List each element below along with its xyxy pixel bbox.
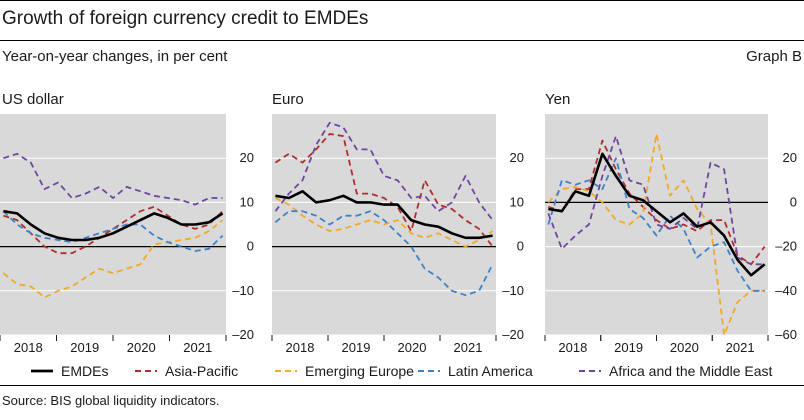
source-rule (0, 385, 804, 386)
y-tick-label: 10 (510, 194, 524, 209)
series-line-emerging-europe (2, 219, 224, 299)
series-line-latin-america (274, 210, 494, 297)
panel-title: US dollar (2, 91, 64, 108)
legend-label-asia-pacific: Asia-Pacific (165, 363, 238, 379)
y-tick-label: 0 (517, 239, 524, 254)
series-line-emdes (3, 209, 224, 242)
title-rule (0, 40, 804, 41)
legend-label-emerging-europe: Emerging Europe (305, 363, 414, 379)
plot-background (545, 114, 768, 335)
legend: EMDEs Asia-Pacific Emerging Europe Latin Am… (31, 363, 773, 379)
series-line-emdes (275, 190, 493, 240)
y-tick-label: 20 (240, 150, 254, 165)
series-line-asia-pacific (274, 132, 494, 248)
x-tick-label: 2021 (183, 340, 212, 355)
y-tick-label: –10 (502, 283, 524, 298)
legend-label-latin-america: Latin America (448, 363, 533, 379)
panel-us-dollar: US dollar –20 –10 0 10 20 2018 2019 2020 2021 (0, 91, 254, 355)
y-tick-label: 0 (790, 194, 797, 209)
x-tick-label: 2020 (670, 340, 699, 355)
series-line-africa-and-the-middle-east (274, 121, 494, 221)
x-tick-label: 2019 (342, 340, 371, 355)
x-tick-label: 2018 (286, 340, 315, 355)
y-tick-label: 0 (247, 239, 254, 254)
series-line-emerging-europe (547, 132, 765, 336)
legend-label-africa-and-the-middle-east: Africa and the Middle East (609, 363, 773, 379)
series-line-latin-america (547, 157, 765, 292)
y-tick-label: 10 (240, 194, 254, 209)
top-rule (0, 0, 804, 1)
series-line-africa-and-the-middle-east (3, 152, 223, 206)
x-tick-label: 2018 (558, 340, 587, 355)
x-tick-label: 2021 (454, 340, 483, 355)
graph-label: Graph B (746, 48, 802, 65)
series-line-emerging-europe (275, 197, 494, 248)
panel-euro: Euro –20 –10 0 10 20 2018 2019 2020 2021 (271, 91, 524, 355)
panel-title: Euro (272, 91, 304, 108)
y-tick-label: 20 (783, 150, 797, 165)
y-tick-label: –60 (775, 327, 797, 342)
y-tick-label: –40 (775, 283, 797, 298)
legend-label-emdes: EMDEs (61, 363, 108, 379)
x-tick-label: 2019 (614, 340, 643, 355)
y-tick-label: 20 (510, 150, 524, 165)
y-tick-label: –10 (232, 283, 254, 298)
series-line-emdes (548, 152, 766, 277)
y-tick-label: –20 (775, 239, 797, 254)
panel-yen: Yen –60 –40 –20 0 20 2018 2019 2020 2021 (544, 91, 797, 355)
chart-title: Growth of foreign currency credit to EMD… (2, 8, 369, 29)
x-tick-label: 2020 (127, 340, 156, 355)
y-tick-label: –20 (502, 327, 524, 342)
x-tick-label: 2018 (14, 340, 43, 355)
source-note: Source: BIS global liquidity indicators. (2, 393, 220, 408)
series-line-asia-pacific (3, 205, 224, 255)
x-tick-label: 2021 (726, 340, 755, 355)
x-tick-label: 2020 (398, 340, 427, 355)
x-tick-label: 2019 (70, 340, 99, 355)
chart-subtitle: Year-on-year changes, in per cent (2, 48, 228, 65)
series-line-africa-and-the-middle-east (547, 135, 765, 266)
series-line-asia-pacific (548, 139, 766, 266)
panel-title: Yen (545, 91, 570, 108)
series-line-latin-america (2, 210, 224, 252)
y-tick-label: –20 (232, 327, 254, 342)
